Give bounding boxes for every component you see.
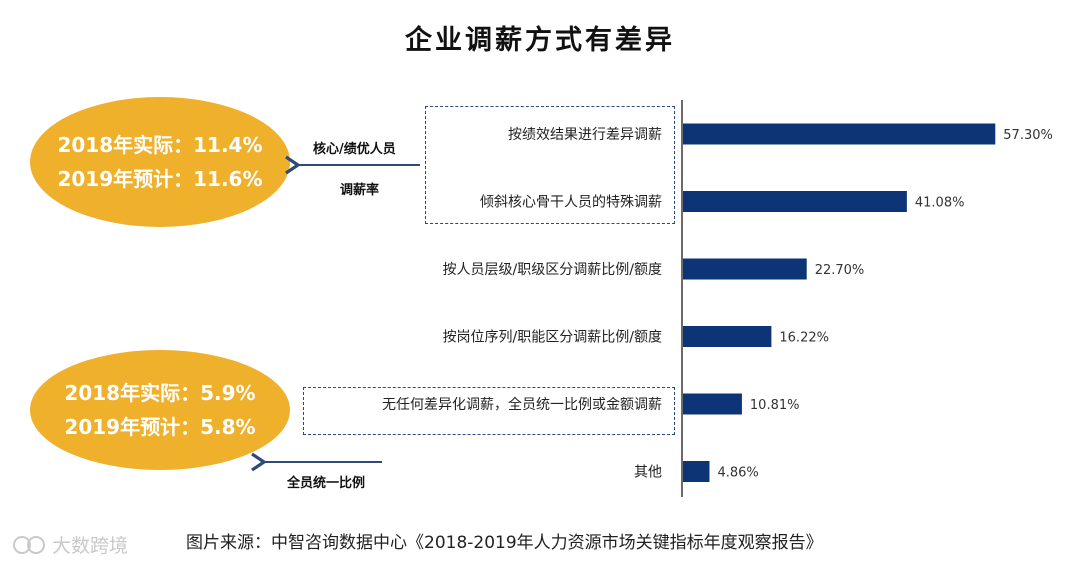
callout-oval-uniform: 2018年实际：5.9% 2019年预计：5.8% — [30, 350, 290, 470]
value-label: 16.22% — [779, 331, 829, 346]
category-label: 按绩效结果进行差异调薪 — [508, 127, 662, 143]
highlight-box-top — [425, 106, 675, 224]
category-label: 无任何差异化调薪，全员统一比例或金额调薪 — [382, 396, 662, 413]
value-label: 22.70% — [815, 263, 865, 278]
bar — [683, 326, 772, 347]
chart-title: 企业调薪方式有差异 — [405, 25, 675, 56]
watermark: 大数跨境 — [12, 531, 128, 558]
value-label: 41.08% — [915, 196, 965, 211]
value-label: 4.86% — [717, 466, 758, 481]
note-core-rate: 调薪率 — [340, 183, 380, 198]
callout-uniform-2018: 2018年实际：5.9% — [64, 381, 256, 405]
bar — [683, 393, 742, 415]
category-label: 按岗位序列/职能区分调薪比例/额度 — [443, 330, 662, 346]
bar — [683, 258, 807, 280]
note-uniform-label: 全员统一比例 — [287, 476, 366, 491]
category-label: 其他 — [634, 465, 662, 481]
category-label: 按人员层级/职级区分调薪比例/额度 — [443, 262, 662, 278]
callout-uniform-2019: 2019年预计：5.8% — [64, 415, 256, 439]
bar — [683, 191, 907, 212]
callout-core-2019: 2019年预计：11.6% — [57, 167, 263, 191]
highlight-box-uniform — [303, 387, 675, 435]
category-label: 倾斜核心骨干人员的特殊调薪 — [480, 195, 662, 211]
bar — [683, 123, 996, 145]
note-core-label: 核心/绩优人员 — [313, 142, 396, 157]
watermark-logo-icon — [13, 535, 45, 554]
source-caption: 图片来源：中智咨询数据中心《2018-2019年人力资源市场关键指标年度观察报告… — [186, 533, 823, 553]
value-label: 57.30% — [1003, 128, 1053, 143]
bar — [683, 461, 710, 482]
callout-core-2018: 2018年实际：11.4% — [57, 133, 263, 157]
watermark-text: 大数跨境 — [52, 535, 129, 557]
value-label: 10.81% — [750, 398, 800, 413]
callout-oval-core: 2018年实际：11.4% 2019年预计：11.6% — [30, 97, 290, 227]
